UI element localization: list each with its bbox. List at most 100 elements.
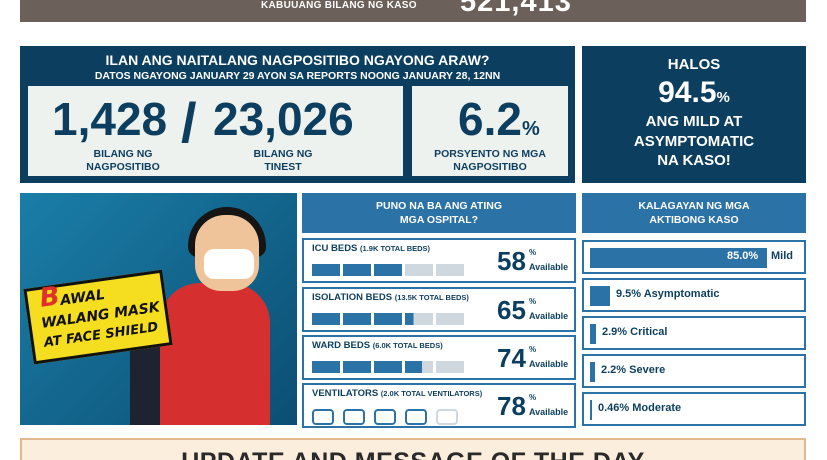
bed-icon	[436, 313, 464, 325]
positivity-rate-value: 6.2%	[458, 96, 540, 142]
ventilator-icon	[436, 409, 458, 425]
bed-icon	[405, 361, 433, 373]
total-cases-value: 521,413	[460, 0, 572, 18]
available-unit: %	[529, 248, 537, 257]
available-label: Available	[529, 407, 569, 417]
halos-text: ANG MILD AT ASYMPTOMATIC NA KASO!	[582, 112, 806, 171]
ventilator-icon	[405, 409, 427, 425]
available-value: 58	[497, 246, 526, 276]
bed-icon	[405, 264, 433, 276]
available-unit: %	[529, 393, 537, 402]
case-status-bar	[590, 400, 592, 420]
today-subtitle: DATOS NGAYONG JANUARY 29 AYON SA REPORTS…	[94, 70, 501, 82]
case-status-bar	[590, 286, 610, 306]
hospital-row-name: ICU BEDS	[312, 243, 358, 254]
active-cases-header: KALAGAYAN NG MGA AKTIBONG KASO	[582, 193, 806, 233]
poster-sign-letter: B	[37, 281, 62, 314]
bed-icon	[312, 313, 340, 325]
bed-icon	[436, 361, 464, 373]
positive-value: 1,428	[52, 93, 168, 145]
bed-icon	[374, 313, 402, 325]
today-panel: ILAN ANG NAITALANG NAGPOSITIBO NGAYONG A…	[20, 46, 575, 183]
positive-caption-2: NAGPOSITIBO	[86, 160, 160, 173]
bed-icon	[312, 361, 340, 373]
case-status-text: 0.46% Moderate	[598, 402, 681, 414]
case-status-text: 2.2% Severe	[601, 364, 665, 376]
case-status-bar	[590, 362, 595, 382]
update-title: UPDATE AND MESSAGE OF THE DAY	[22, 448, 804, 460]
case-status-label: Severe	[629, 364, 666, 376]
hospital-row-title: WARD BEDS (6.0K TOTAL BEDS)	[312, 340, 443, 351]
mask-poster-image: B AWAL WALANG MASK AT FACE SHIELD	[20, 193, 297, 425]
case-status-row: 9.5% Asymptomatic	[582, 278, 806, 312]
case-status-row: 2.2% Severe	[582, 354, 806, 388]
face-mask-icon	[204, 249, 254, 279]
tested-caption-2: TINEST	[264, 160, 302, 173]
case-status-label: Critical	[630, 326, 668, 338]
available-label: Available	[529, 359, 569, 369]
bed-icon	[405, 313, 433, 325]
case-status-label: Mild	[771, 250, 793, 262]
hospital-row: ICU BEDS (1.9K TOTAL BEDS) 58% Available	[302, 238, 576, 283]
rate-caption-2: NAGPOSITIBO	[453, 160, 527, 173]
case-status-row: 2.9% Critical	[582, 316, 806, 350]
ventilator-icon	[312, 409, 334, 425]
bed-icon	[343, 361, 371, 373]
positive-caption: BILANG NG NAGPOSITIBO	[68, 148, 178, 173]
hospital-row-note: (1.9K TOTAL BEDS)	[360, 244, 431, 253]
hospital-row-title: ICU BEDS (1.9K TOTAL BEDS)	[312, 243, 430, 254]
hospital-row: VENTILATORS (2.0K TOTAL VENTILATORS) 78% A…	[302, 383, 576, 428]
today-title: ILAN ANG NAITALANG NAGPOSITIBO NGAYONG A…	[105, 52, 490, 68]
case-status-pct: 2.2%	[601, 364, 627, 376]
case-status-label: Moderate	[632, 402, 682, 414]
halos-line-5: NA KASO!	[657, 152, 731, 169]
rate-number: 6.2	[458, 93, 522, 145]
halos-line-4: ASYMPTOMATIC	[633, 132, 755, 150]
case-status-text: 9.5% Asymptomatic	[616, 288, 720, 300]
available-label: Available	[529, 311, 569, 321]
active-header-line-1: KALAGAYAN NG MGA	[638, 200, 750, 212]
available-value: 65	[497, 295, 526, 325]
rate-caption: PORSYENTO NG MGA NAGPOSITIBO	[412, 148, 568, 173]
available-unit: %	[529, 345, 537, 354]
halos-unit: %	[716, 89, 730, 106]
available-value: 78	[497, 391, 526, 421]
tested-value: 23,026	[213, 93, 354, 145]
tested-caption: BILANG NG TINEST	[228, 148, 338, 173]
halos-label: HALOS	[667, 56, 721, 73]
hospital-row-note: (2.0K TOTAL VENTILATORS)	[380, 389, 483, 398]
positive-tested-box: 1,428 / 23,026 BILANG NG NAGPOSITIBO BIL…	[28, 86, 403, 176]
bed-icon	[343, 313, 371, 325]
rate-unit: %	[521, 118, 540, 140]
hospital-row: ISOLATION BEDS (13.5K TOTAL BEDS) 65% Avai…	[302, 287, 576, 332]
case-status-bar	[590, 248, 767, 268]
positivity-rate-box: 6.2% PORSYENTO NG MGA NAGPOSITIBO	[412, 86, 568, 176]
case-status-row: 85.0% Mild	[582, 240, 806, 274]
case-status-pct: 85.0%	[727, 250, 759, 262]
case-status-pct: 2.9%	[602, 326, 628, 338]
case-status-pct: 9.5%	[616, 288, 642, 300]
hospital-row-note: (6.0K TOTAL BEDS)	[372, 341, 443, 350]
hospital-row-name: VENTILATORS	[312, 388, 379, 399]
available-unit: %	[529, 297, 537, 306]
available-value: 74	[497, 343, 526, 373]
hospital-row-name: ISOLATION BEDS	[312, 292, 393, 303]
positive-caption-1: BILANG NG	[93, 148, 153, 160]
poster-person	[160, 283, 270, 425]
tested-caption-1: BILANG NG	[253, 148, 313, 160]
hospital-header-line-2: MGA OSPITAL?	[399, 213, 479, 226]
case-status-label: Asymptomatic	[643, 288, 720, 300]
separator: /	[181, 91, 197, 154]
active-header-line-2: AKTIBONG KASO	[649, 213, 739, 226]
bed-icon	[374, 264, 402, 276]
hospital-row-title: VENTILATORS (2.0K TOTAL VENTILATORS)	[312, 388, 482, 399]
ventilator-icon	[374, 409, 396, 425]
bed-icon	[343, 264, 371, 276]
hospital-capacity-header: PUNO NA BA ANG ATING MGA OSPITAL?	[302, 193, 576, 233]
bed-icon	[436, 264, 464, 276]
halos-line-3: ANG MILD AT	[645, 113, 743, 130]
case-status-bar	[590, 324, 596, 344]
case-status-pct: 0.46%	[598, 402, 630, 414]
rate-caption-1: PORSYENTO NG MGA	[434, 148, 546, 160]
update-banner: UPDATE AND MESSAGE OF THE DAY	[20, 438, 806, 460]
